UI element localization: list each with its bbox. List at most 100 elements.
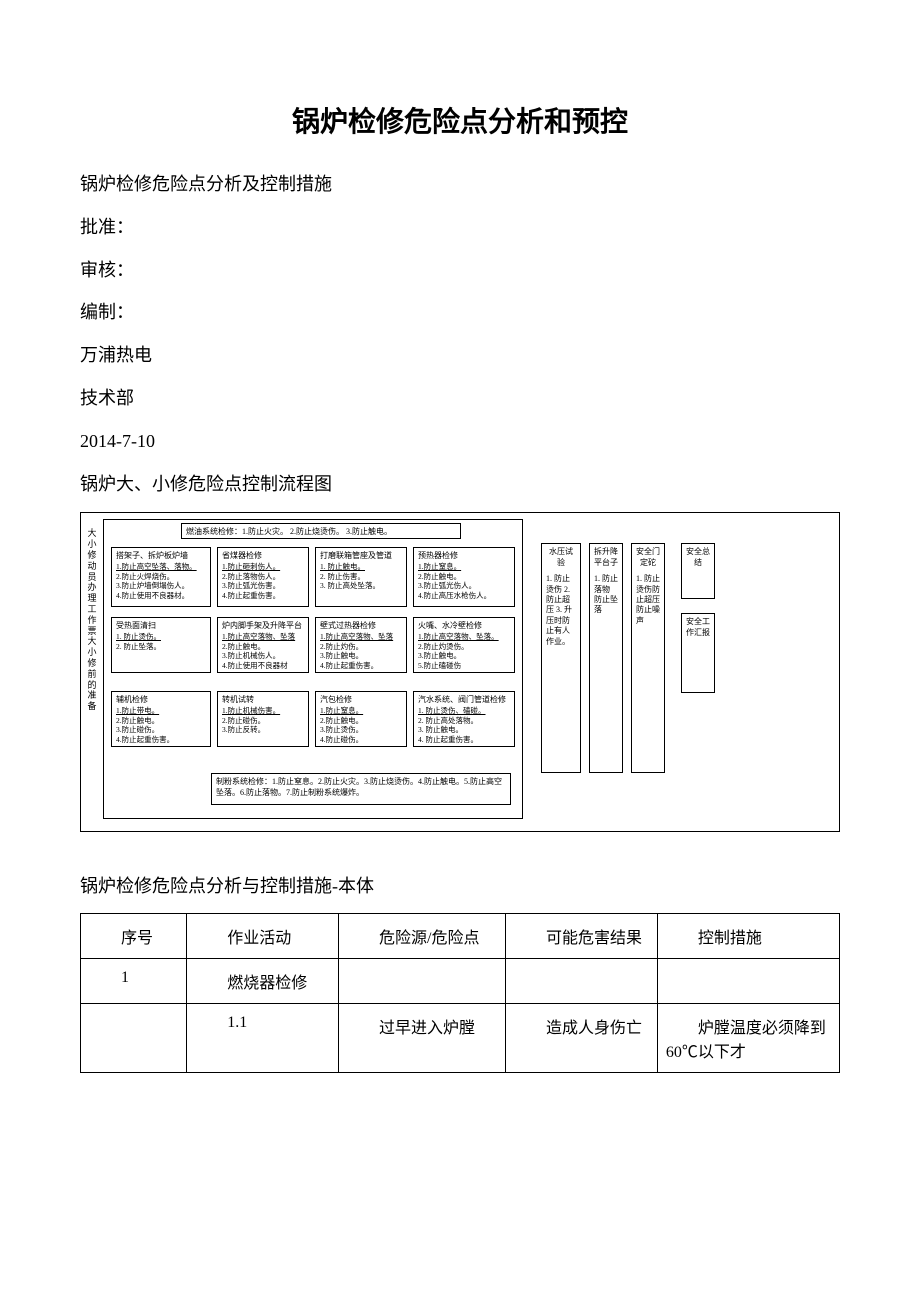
r2c2-l1: 1.防止高空落物、坠落 (222, 632, 304, 642)
r2c4-l2: 2.防止灼烫伤。 (418, 642, 510, 652)
box-v4a: 安全总结 (681, 543, 715, 599)
r2c1-title: 受热面清扫 (116, 621, 206, 631)
r3c1-l4: 4.防止起重伤害。 (116, 735, 206, 745)
r1c1-l2: 2.防止火焊烧伤。 (116, 572, 206, 582)
r1c4-l2: 2.防止触电。 (418, 572, 510, 582)
page-title: 锅炉检修危险点分析和预控 (80, 100, 840, 140)
r1c2-l2: 2.防止落物伤人。 (222, 572, 304, 582)
table-header-row: 序号 作业活动 危险源/危险点 可能危害结果 控制措施 (81, 914, 840, 959)
th-0: 序号 (81, 914, 187, 959)
main-table: 序号 作业活动 危险源/危险点 可能危害结果 控制措施 1 燃烧器检修 1.1 … (80, 913, 840, 1073)
r1c2-l3: 3.防止弧光伤害。 (222, 581, 304, 591)
td (657, 959, 839, 1004)
box-top-text: 燃油系统检修：1.防止火灾。 2.防止烧烫伤。 3.防止触电。 (186, 527, 456, 537)
flow-title: 锅炉大、小修危险点控制流程图 (80, 470, 840, 499)
r1c2-l4: 4.防止起重伤害。 (222, 591, 304, 601)
review-line: 审核： (80, 256, 840, 285)
r3c2-title: 转机试转 (222, 695, 304, 705)
r2c3-l2: 2.防止灼伤。 (320, 642, 402, 652)
r2c3-l4: 4.防止起重伤害。 (320, 661, 402, 671)
v2-body: 1. 防止落物 防止坠落 (594, 574, 618, 616)
r2c4-title: 火嘴、水冷壁检修 (418, 621, 510, 631)
table-row: 1.1 过早进入炉膛 造成人身伤亡 炉膛温度必须降到60℃以下才 (81, 1004, 840, 1073)
r3c1-l1: 1.防止带电。 (116, 706, 206, 716)
table-row: 1 燃烧器检修 (81, 959, 840, 1004)
r3c3-l3: 3.防止烫伤。 (320, 725, 402, 735)
r3c1-l3: 3.防止碰伤。 (116, 725, 206, 735)
box-r3c3: 汽包检修 1.防止窒息。 2.防止触电。 3.防止烫伤。 4.防止碰伤。 (315, 691, 407, 747)
r2c2-l2: 2.防止触电。 (222, 642, 304, 652)
box-r3c4: 汽水系统、阀门管道检修 1. 防止烫伤、磕碰。 2. 防止高处落物。 3. 防止… (413, 691, 515, 747)
subtitle: 锅炉检修危险点分析及控制措施 (80, 170, 840, 199)
r1c4-l3: 3.防止弧光伤人。 (418, 581, 510, 591)
v1-title: 水压试验 (546, 547, 576, 568)
box-r1c1: 搭架子、拆炉板炉墙 1.防止高空坠落、落物。 2.防止火焊烧伤。 3.防止炉墙倒… (111, 547, 211, 607)
th-2: 危险源/危险点 (339, 914, 506, 959)
diagram-side-label: 大小修动员 办理工作票 大小修前的准备 (85, 528, 99, 712)
r3c4-l1: 1. 防止烫伤、磕碰。 (418, 706, 510, 716)
org-line: 万浦热电 (80, 341, 840, 370)
box-r1c3: 打磨联箱管座及管道 1. 防止触电。 2. 防止伤害。 3. 防止高处坠落。 (315, 547, 407, 607)
v2-title: 拆升降平台子 (594, 547, 618, 568)
flow-diagram: 大小修动员 办理工作票 大小修前的准备 燃油系统检修：1.防止火灾。 2.防止烧… (80, 512, 840, 832)
box-r3c2: 转机试转 1.防止机械伤害。 2.防止碰伤。 3.防止反转。 (217, 691, 309, 747)
th-4: 控制措施 (657, 914, 839, 959)
td: 造成人身伤亡 (506, 1004, 658, 1073)
r3c1-title: 辅机检修 (116, 695, 206, 705)
box-r2c1: 受热面清扫 1. 防止烫伤。 2. 防止坠落。 (111, 617, 211, 673)
v4a-title: 安全总结 (686, 547, 710, 568)
td: 炉膛温度必须降到60℃以下才 (657, 1004, 839, 1073)
th-3: 可能危害结果 (506, 914, 658, 959)
date-line: 2014-7-10 (80, 427, 840, 456)
r2c2-l4: 4.防止使用不良器材 (222, 661, 304, 671)
r3c3-l2: 2.防止触电。 (320, 716, 402, 726)
r2c2-title: 炉内脚手架及升降平台 (222, 621, 304, 631)
r3c2-l2: 2.防止碰伤。 (222, 716, 304, 726)
td (339, 959, 506, 1004)
r2c3-title: 壁式过热器检修 (320, 621, 402, 631)
r2c4-l1: 1.防止高空落物、坠落。 (418, 632, 510, 642)
td (81, 1004, 187, 1073)
box-r2c4: 火嘴、水冷壁检修 1.防止高空落物、坠落。 2.防止灼烫伤。 3.防止触电。 5… (413, 617, 515, 673)
r1c3-title: 打磨联箱管座及管道 (320, 551, 402, 561)
box-r3c1: 辅机检修 1.防止带电。 2.防止触电。 3.防止碰伤。 4.防止起重伤害。 (111, 691, 211, 747)
box-bottom-text: 制粉系统检修：1.防止窒息。2.防止火灾。3.防止烧烫伤。4.防止触电。5.防止… (216, 777, 506, 798)
r1c1-l3: 3.防止炉墙倒塌伤人。 (116, 581, 206, 591)
v3-body: 1. 防止烫伤防止超压防止噪声 (636, 574, 660, 626)
td: 1 (81, 959, 187, 1004)
th-1: 作业活动 (187, 914, 339, 959)
r2c3-l1: 1.防止高空落物、坠落 (320, 632, 402, 642)
dept-line: 技术部 (80, 384, 840, 413)
box-v4b: 安全工作汇报 (681, 613, 715, 693)
r3c4-l4: 4. 防止起重伤害。 (418, 735, 510, 745)
approve-line: 批准： (80, 213, 840, 242)
r3c3-l4: 4.防止碰伤。 (320, 735, 402, 745)
compile-line: 编制： (80, 298, 840, 327)
v3-title: 安全门定砣 (636, 547, 660, 568)
v4b-title: 安全工作汇报 (686, 617, 710, 638)
r1c1-title: 搭架子、拆炉板炉墙 (116, 551, 206, 561)
r1c4-title: 预热器检修 (418, 551, 510, 561)
r2c4-l3: 3.防止触电。 (418, 651, 510, 661)
r3c4-l3: 3. 防止触电。 (418, 725, 510, 735)
r1c3-l3: 3. 防止高处坠落。 (320, 581, 402, 591)
box-v2: 拆升降平台子 1. 防止落物 防止坠落 (589, 543, 623, 773)
td: 1.1 (187, 1004, 339, 1073)
r2c1-l2: 2. 防止坠落。 (116, 642, 206, 652)
r1c4-l4: 4.防止高压水枪伤人。 (418, 591, 510, 601)
r3c3-title: 汽包检修 (320, 695, 402, 705)
r1c1-l1: 1.防止高空坠落、落物。 (116, 562, 206, 572)
r2c4-l4: 5.防止磕碰伤 (418, 661, 510, 671)
r2c3-l3: 3.防止触电。 (320, 651, 402, 661)
r1c3-l1: 1. 防止触电。 (320, 562, 402, 572)
box-top: 燃油系统检修：1.防止火灾。 2.防止烧烫伤。 3.防止触电。 (181, 523, 461, 539)
r1c3-l2: 2. 防止伤害。 (320, 572, 402, 582)
box-r2c3: 壁式过热器检修 1.防止高空落物、坠落 2.防止灼伤。 3.防止触电。 4.防止… (315, 617, 407, 673)
r2c2-l3: 3.防止机械伤人。 (222, 651, 304, 661)
section2-title: 锅炉检修危险点分析与控制措施-本体 (80, 872, 840, 898)
box-bottom: 制粉系统检修：1.防止窒息。2.防止火灾。3.防止烧烫伤。4.防止触电。5.防止… (211, 773, 511, 805)
box-v3: 安全门定砣 1. 防止烫伤防止超压防止噪声 (631, 543, 665, 773)
r3c4-title: 汽水系统、阀门管道检修 (418, 695, 510, 705)
td (506, 959, 658, 1004)
r2c1-l1: 1. 防止烫伤。 (116, 632, 206, 642)
